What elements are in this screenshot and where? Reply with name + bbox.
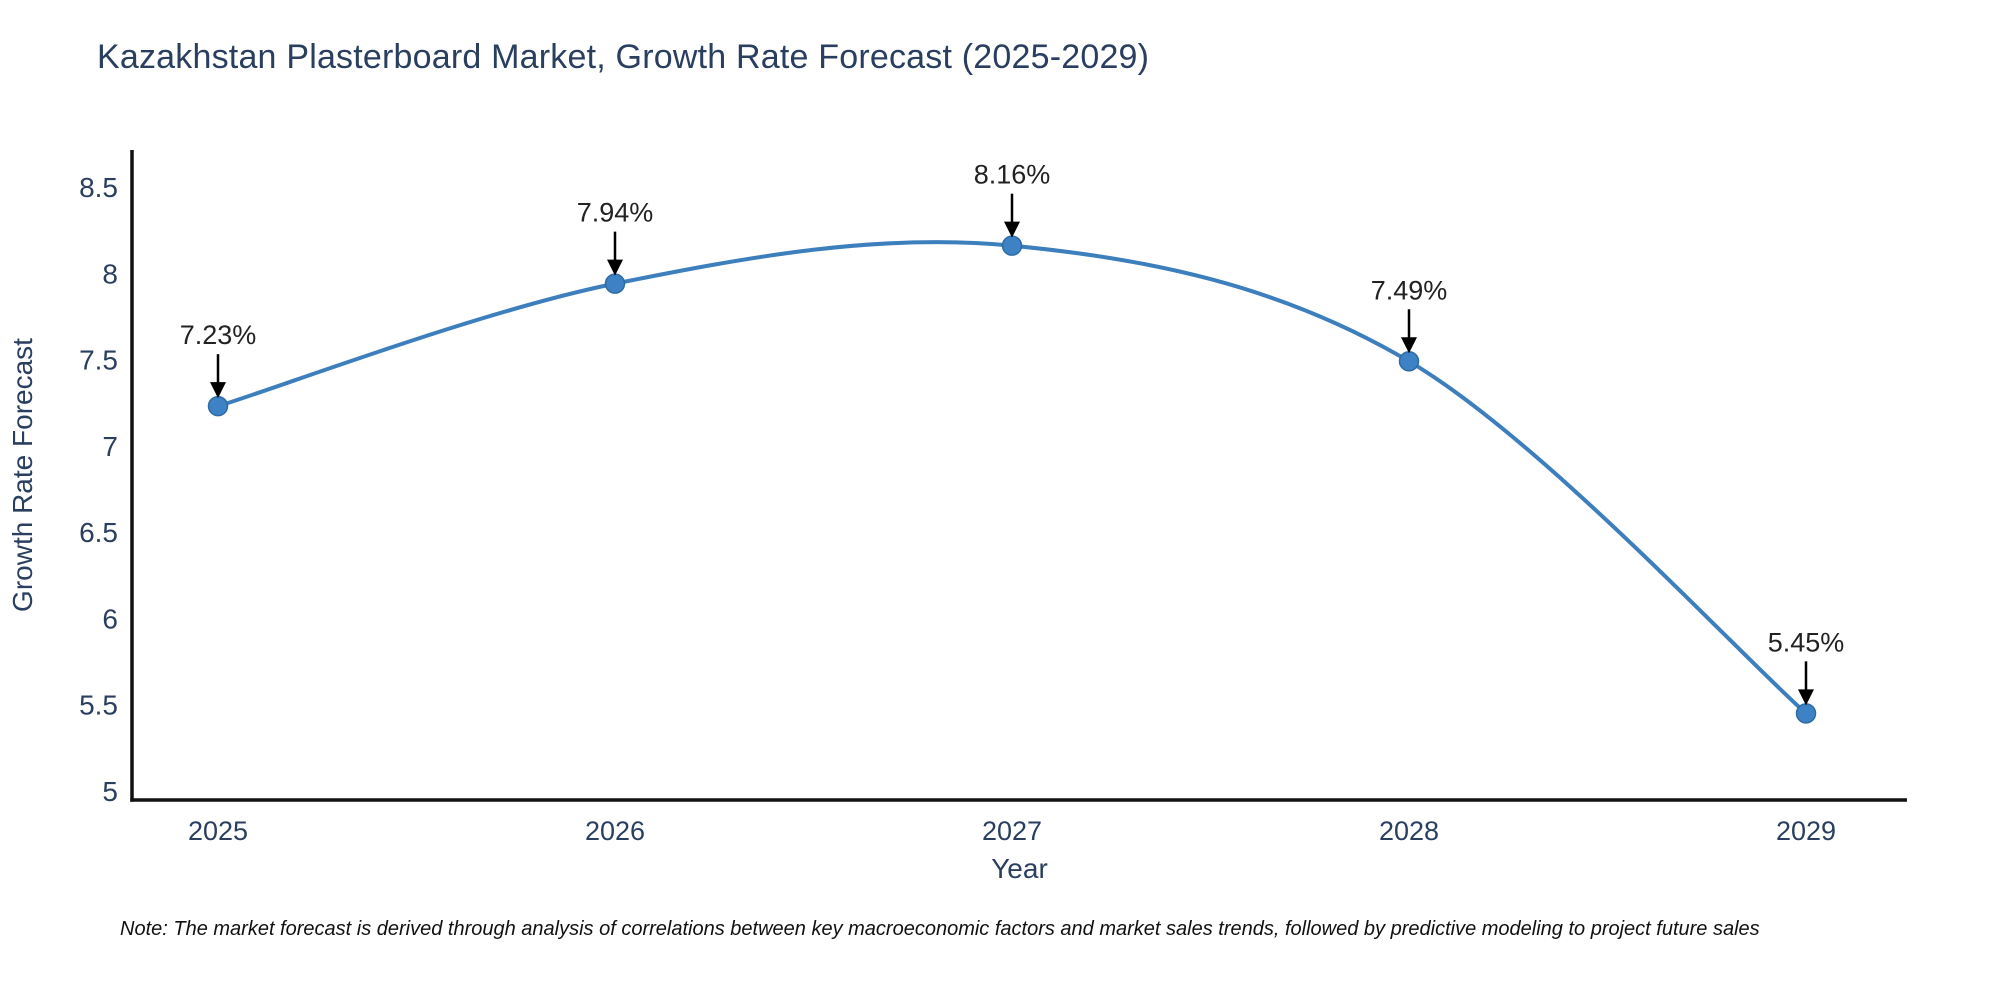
x-tick-label: 2027 [982, 816, 1042, 846]
annotation-arrow-head [1401, 337, 1417, 354]
y-tick-label: 6.5 [79, 517, 118, 548]
y-tick-label: 7 [102, 431, 118, 462]
y-axis-title: Growth Rate Forecast [7, 338, 38, 612]
forecast-line [216, 240, 1808, 716]
annotation-arrow-head [607, 259, 623, 276]
annotation-arrow-head [1798, 689, 1814, 706]
data-point-label: 7.23% [180, 320, 257, 350]
x-tick-label: 2026 [585, 816, 645, 846]
data-point-marker [1001, 235, 1023, 256]
data-point-marker [1795, 703, 1817, 724]
data-point-label: 7.49% [1371, 275, 1448, 305]
chart-title: Kazakhstan Plasterboard Market, Growth R… [97, 38, 1150, 76]
data-point-marker [604, 273, 626, 294]
x-tick-label: 2029 [1776, 816, 1836, 846]
y-tick-label: 7.5 [79, 345, 118, 376]
y-tick-label: 6 [102, 603, 118, 634]
data-point-marker [1398, 351, 1420, 372]
x-axis-title: Year [991, 853, 1048, 884]
annotation-arrow-head [1004, 221, 1020, 238]
y-tick-label: 8.5 [79, 172, 118, 203]
data-point-label: 5.45% [1768, 627, 1845, 657]
data-point-label: 8.16% [974, 160, 1051, 190]
y-tick-label: 5.5 [79, 690, 118, 721]
data-point-marker [207, 395, 229, 417]
data-point-label: 7.94% [577, 198, 654, 228]
y-tick-label: 8 [102, 258, 118, 289]
y-tick-label: 5 [102, 776, 118, 807]
x-tick-label: 2028 [1379, 816, 1439, 846]
chart-footnote: Note: The market forecast is derived thr… [120, 918, 1760, 940]
x-tick-label: 2025 [188, 816, 248, 846]
annotation-arrow-head [210, 382, 226, 399]
